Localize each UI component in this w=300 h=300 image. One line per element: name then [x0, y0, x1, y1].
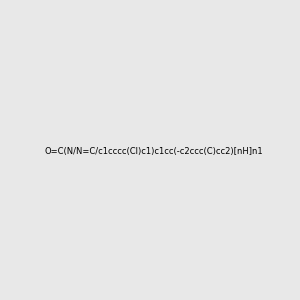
Text: O=C(N/N=C/c1cccc(Cl)c1)c1cc(-c2ccc(C)cc2)[nH]n1: O=C(N/N=C/c1cccc(Cl)c1)c1cc(-c2ccc(C)cc2…	[44, 147, 263, 156]
